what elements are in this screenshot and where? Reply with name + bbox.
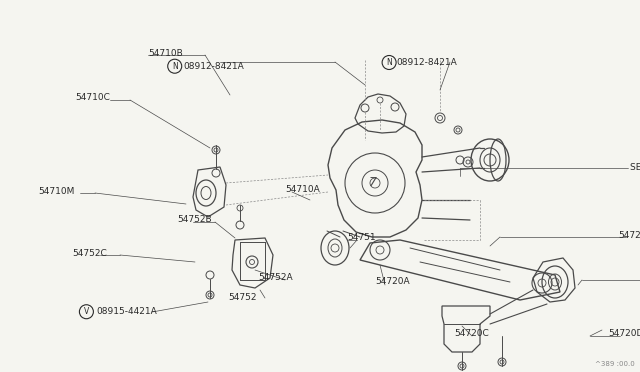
Text: SEE SEC.381: SEE SEC.381 — [630, 163, 640, 171]
Text: 7: 7 — [369, 176, 377, 189]
Text: N: N — [172, 62, 177, 71]
Text: 08912-8421A: 08912-8421A — [184, 62, 244, 71]
Text: 54710M: 54710M — [38, 187, 74, 196]
Text: 54710C: 54710C — [75, 93, 110, 103]
Text: N: N — [387, 58, 392, 67]
Text: 54752C: 54752C — [72, 250, 107, 259]
Text: 54710A: 54710A — [285, 186, 320, 195]
Text: 54720C: 54720C — [454, 330, 489, 339]
Text: 54720B: 54720B — [618, 231, 640, 241]
Text: 54710B: 54710B — [148, 49, 183, 58]
Text: V: V — [84, 307, 89, 316]
Text: 54752A: 54752A — [258, 273, 292, 282]
Text: 54720D: 54720D — [608, 330, 640, 339]
Text: 08915-4421A: 08915-4421A — [96, 307, 157, 316]
Text: 54752: 54752 — [228, 294, 257, 302]
Text: 54752B: 54752B — [177, 215, 212, 224]
Text: ^389 :00.0: ^389 :00.0 — [595, 361, 635, 367]
Text: 54751: 54751 — [347, 234, 376, 243]
Text: 08912-8421A: 08912-8421A — [397, 58, 458, 67]
Text: 54720A: 54720A — [375, 278, 410, 286]
